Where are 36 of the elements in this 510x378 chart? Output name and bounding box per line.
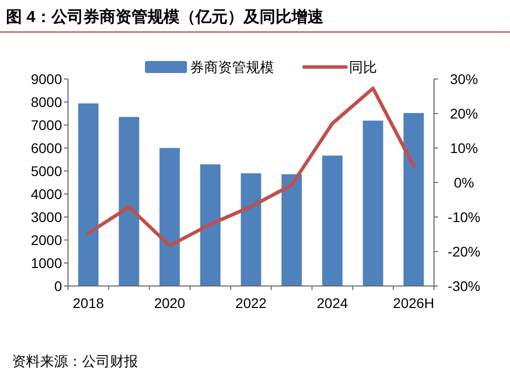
y2-tick-label: -20%: [448, 244, 480, 260]
bar: [200, 164, 220, 286]
text: 资料来源：公司财报: [12, 353, 138, 369]
bar: [322, 156, 342, 286]
line-series: [86, 86, 416, 248]
y2-tick-label: 30%: [450, 71, 478, 87]
y-tick-label: 4000: [30, 186, 62, 202]
bar: [78, 103, 98, 286]
bar: [282, 174, 302, 286]
x-tick-label: 2024: [316, 295, 348, 311]
y-tick-label: 9000: [30, 71, 62, 87]
y-tick-label: 0: [54, 278, 62, 294]
y-tick-label: 5000: [30, 163, 62, 179]
chart-title: 图 4：公司券商资管规模（亿元）及同比增速: [6, 8, 324, 26]
bar: [404, 113, 424, 286]
bar: [362, 120, 384, 286]
legend-label: 同比: [349, 59, 377, 75]
y2-tick-label: -10%: [448, 209, 480, 225]
y2-tick-label: -30%: [448, 278, 480, 294]
y2-tick-label: 20%: [450, 106, 478, 122]
x-tick-label: 2026H: [393, 295, 434, 311]
bar: [118, 116, 140, 286]
x-tick-label: 2022: [235, 295, 267, 311]
legend-label: 券商资管规模: [190, 59, 274, 75]
y-tick-label: 6000: [30, 140, 62, 156]
y-tick-label: 3000: [30, 209, 62, 225]
y2-tick-label: 10%: [450, 140, 478, 156]
y2-tick-label: 0%: [454, 174, 474, 190]
bar: [160, 148, 180, 286]
y-tick-label: 1000: [30, 255, 62, 271]
x-tick-label: 2020: [154, 295, 186, 311]
y-tick-label: 7000: [30, 117, 62, 133]
bar: [240, 173, 262, 286]
y-tick-label: 2000: [30, 232, 62, 248]
x-tick-label: 2018: [72, 295, 104, 311]
y-tick-label: 8000: [30, 94, 62, 110]
